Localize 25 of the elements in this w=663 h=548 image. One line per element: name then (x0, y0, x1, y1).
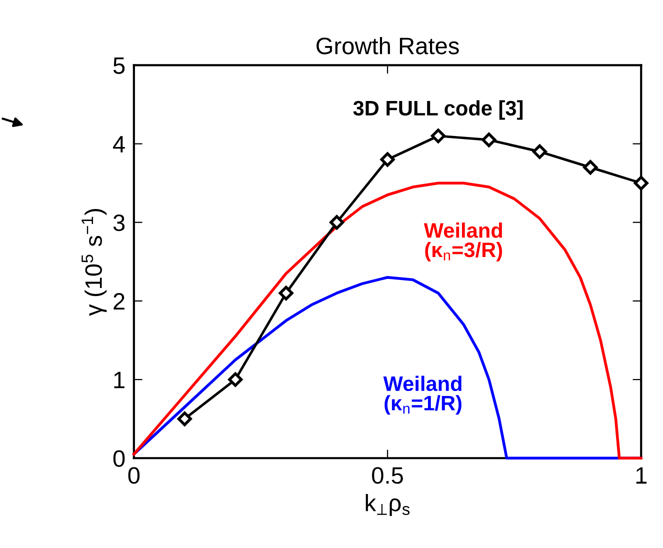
chart-title: Growth Rates (316, 36, 459, 54)
point (583, 160, 598, 175)
y-tick-label: 2 (114, 293, 124, 310)
point (278, 286, 294, 300)
point (482, 132, 496, 148)
series-label: 3D FULL code [3] (353, 100, 523, 120)
point (380, 152, 395, 167)
series-label: Weiland (κ$_{n}$=3/R) (424, 222, 502, 262)
y-tick-label: 0 (113, 450, 125, 467)
point (330, 215, 344, 230)
x-axis-title: k$_{⊥}$ρ$_{s}$ (366, 494, 410, 516)
point (532, 144, 547, 159)
point (430, 128, 446, 144)
series-label: Weiland (κ$_{n}$=1/R) (383, 376, 462, 415)
point (228, 372, 243, 387)
point (634, 176, 648, 190)
y-tick-label: 5 (113, 58, 125, 74)
x-tick-label: 1 (636, 467, 647, 484)
y-tick-label: 4 (113, 136, 125, 152)
x-tick-label: 0 (128, 467, 140, 484)
y-tick-label: 3 (113, 214, 125, 232)
y-axis-title: γ (10$^{5}$ s$^{−1}$) (82, 209, 107, 316)
point (177, 412, 192, 426)
y-tick-label: 1 (114, 372, 124, 388)
x-tick-label: 0.5 (372, 467, 403, 484)
